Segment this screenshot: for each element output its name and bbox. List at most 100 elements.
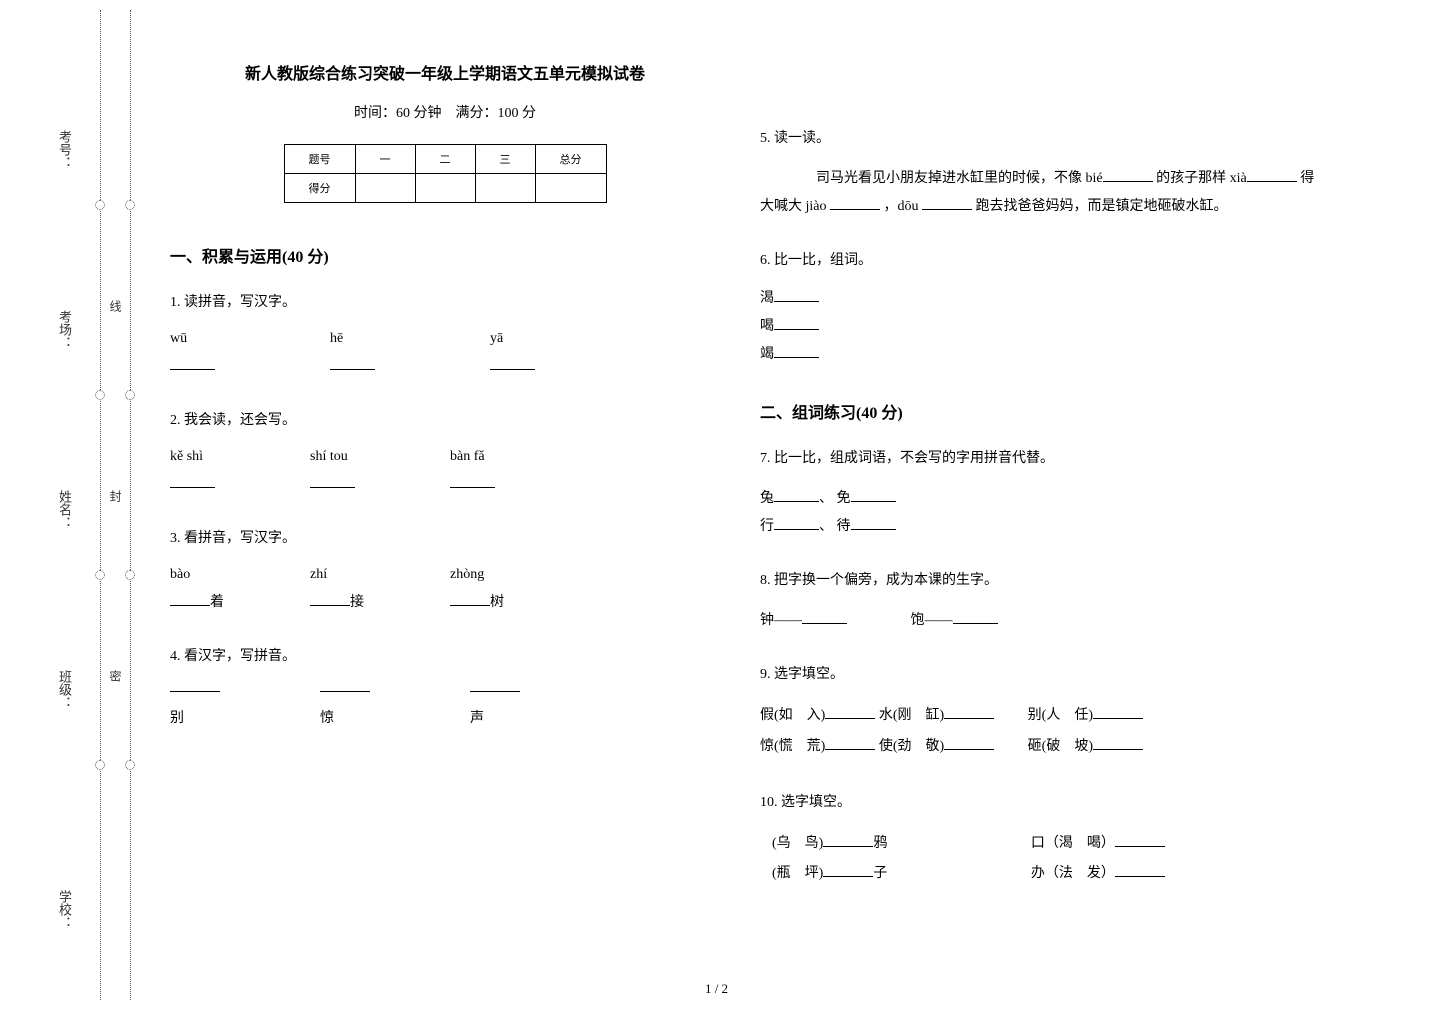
pinyin-text: hē — [330, 331, 343, 346]
answer-blank — [825, 703, 875, 719]
q6: 6. 比一比，组词。 渴 喝 竭 — [760, 247, 1320, 369]
score-header: 三 — [475, 145, 535, 174]
q7-char: 行 — [760, 519, 774, 534]
answer-blank — [851, 514, 896, 530]
q5-label: 5. 读一读。 — [760, 125, 1320, 153]
section1-title: 一、积累与运用(40 分) — [170, 243, 720, 267]
score-cell — [475, 174, 535, 203]
pinyin-item: kě shì — [170, 443, 240, 499]
pinyin-item: bào 着 — [170, 561, 240, 617]
answer-blank — [1103, 166, 1153, 182]
answer-box — [470, 691, 520, 694]
q9-option: 使(劲 敬) — [879, 739, 944, 754]
hanzi-suffix: 接 — [350, 595, 364, 610]
q1-label: 1. 读拼音，写汉字。 — [170, 289, 720, 317]
hanzi-text: 声 — [470, 711, 484, 726]
inner-label-mi: 密 — [107, 670, 124, 682]
q10-option: 办（法 发） — [1031, 866, 1115, 881]
score-header: 二 — [415, 145, 475, 174]
circle-marker — [125, 760, 135, 770]
hanzi-item: 别 — [170, 677, 220, 733]
score-cell — [415, 174, 475, 203]
hanzi-text: 别 — [170, 711, 184, 726]
circle-marker — [125, 200, 135, 210]
circle-marker — [125, 390, 135, 400]
answer-blank — [953, 608, 998, 624]
answer-blank — [774, 314, 819, 330]
pinyin-item: shí tou — [310, 443, 380, 499]
answer-blank — [450, 472, 495, 488]
q4-label: 4. 看汉字，写拼音。 — [170, 643, 720, 671]
pinyin-item: yā — [490, 325, 560, 381]
q9-option: 水(刚 缸) — [879, 708, 944, 723]
pinyin-text: yā — [490, 331, 503, 346]
q7-char: 免 — [837, 491, 851, 506]
inner-label-xian: 线 — [107, 300, 124, 312]
page-title: 新人教版综合练习突破一年级上学期语文五单元模拟试卷 — [170, 60, 720, 84]
table-row: 题号 一 二 三 总分 — [284, 145, 606, 174]
answer-blank — [1115, 861, 1165, 877]
circle-marker — [95, 200, 105, 210]
answer-blank — [825, 734, 875, 750]
answer-blank — [922, 194, 972, 210]
circle-marker — [95, 570, 105, 580]
hanzi-item: 惊 — [320, 677, 370, 733]
binding-label-banji: 班级： — [55, 670, 74, 709]
q10-label: 10. 选字填空。 — [760, 789, 1320, 817]
score-header: 总分 — [535, 145, 606, 174]
q9-option: 假(如 入) — [760, 708, 825, 723]
q7-label: 7. 比一比，组成词语，不会写的字用拼音代替。 — [760, 445, 1320, 473]
answer-blank — [944, 734, 994, 750]
answer-blank — [1247, 166, 1297, 182]
q5-text: 跑去找爸爸妈妈，而是镇定地砸破水缸。 — [976, 199, 1228, 214]
q8-char: 钟—— — [760, 613, 802, 628]
score-cell — [535, 174, 606, 203]
q10-suffix: 子 — [873, 866, 887, 881]
binding-label-xingming: 姓名： — [55, 490, 74, 529]
q5-text: 司马光看见小朋友掉进水缸里的时候，不像 bié — [816, 171, 1103, 186]
q1: 1. 读拼音，写汉字。 wū hē yā — [170, 289, 720, 381]
pinyin-item: zhòng 树 — [450, 561, 520, 617]
score-label: 得分 — [284, 174, 355, 203]
q6-char: 喝 — [760, 319, 774, 334]
answer-blank — [823, 831, 873, 847]
answer-blank — [330, 354, 375, 370]
q10-option: (乌 鸟) — [772, 836, 823, 851]
pinyin-text: zhí — [310, 567, 327, 582]
inner-dotted-line — [100, 10, 101, 1000]
answer-blank — [450, 590, 490, 606]
hanzi-text: 惊 — [320, 711, 334, 726]
answer-blank — [170, 472, 215, 488]
q9-option: 别(人 任) — [1028, 708, 1093, 723]
pinyin-item: bàn fǎ — [450, 443, 520, 499]
q8-char: 饱—— — [911, 613, 953, 628]
pinyin-text: zhòng — [450, 567, 484, 582]
pinyin-item: hē — [330, 325, 400, 381]
answer-blank — [490, 354, 535, 370]
circle-marker — [125, 570, 135, 580]
q7-char: 待 — [837, 519, 851, 534]
pinyin-text: shí tou — [310, 449, 348, 464]
pinyin-text: wū — [170, 331, 187, 346]
page-number: 1 / 2 — [705, 981, 728, 997]
q5-text: 的孩子那样 xià — [1156, 171, 1247, 186]
hanzi-suffix: 着 — [210, 595, 224, 610]
answer-blank — [944, 703, 994, 719]
q7: 7. 比一比，组成词语，不会写的字用拼音代替。 兔、 免 行、 待 — [760, 445, 1320, 541]
q7-char: 兔 — [760, 491, 774, 506]
q2-label: 2. 我会读，还会写。 — [170, 407, 720, 435]
table-row: 得分 — [284, 174, 606, 203]
hanzi-suffix: 树 — [490, 595, 504, 610]
inner-label-feng: 封 — [107, 490, 124, 502]
answer-blank — [1093, 703, 1143, 719]
answer-blank — [774, 514, 819, 530]
outer-dotted-line — [130, 10, 131, 1000]
answer-box — [170, 691, 220, 694]
circle-marker — [95, 390, 105, 400]
answer-box — [320, 691, 370, 694]
score-header: 题号 — [284, 145, 355, 174]
answer-blank — [1093, 734, 1143, 750]
q3-label: 3. 看拼音，写汉字。 — [170, 525, 720, 553]
score-header: 一 — [355, 145, 415, 174]
pinyin-text: bàn fǎ — [450, 449, 485, 464]
